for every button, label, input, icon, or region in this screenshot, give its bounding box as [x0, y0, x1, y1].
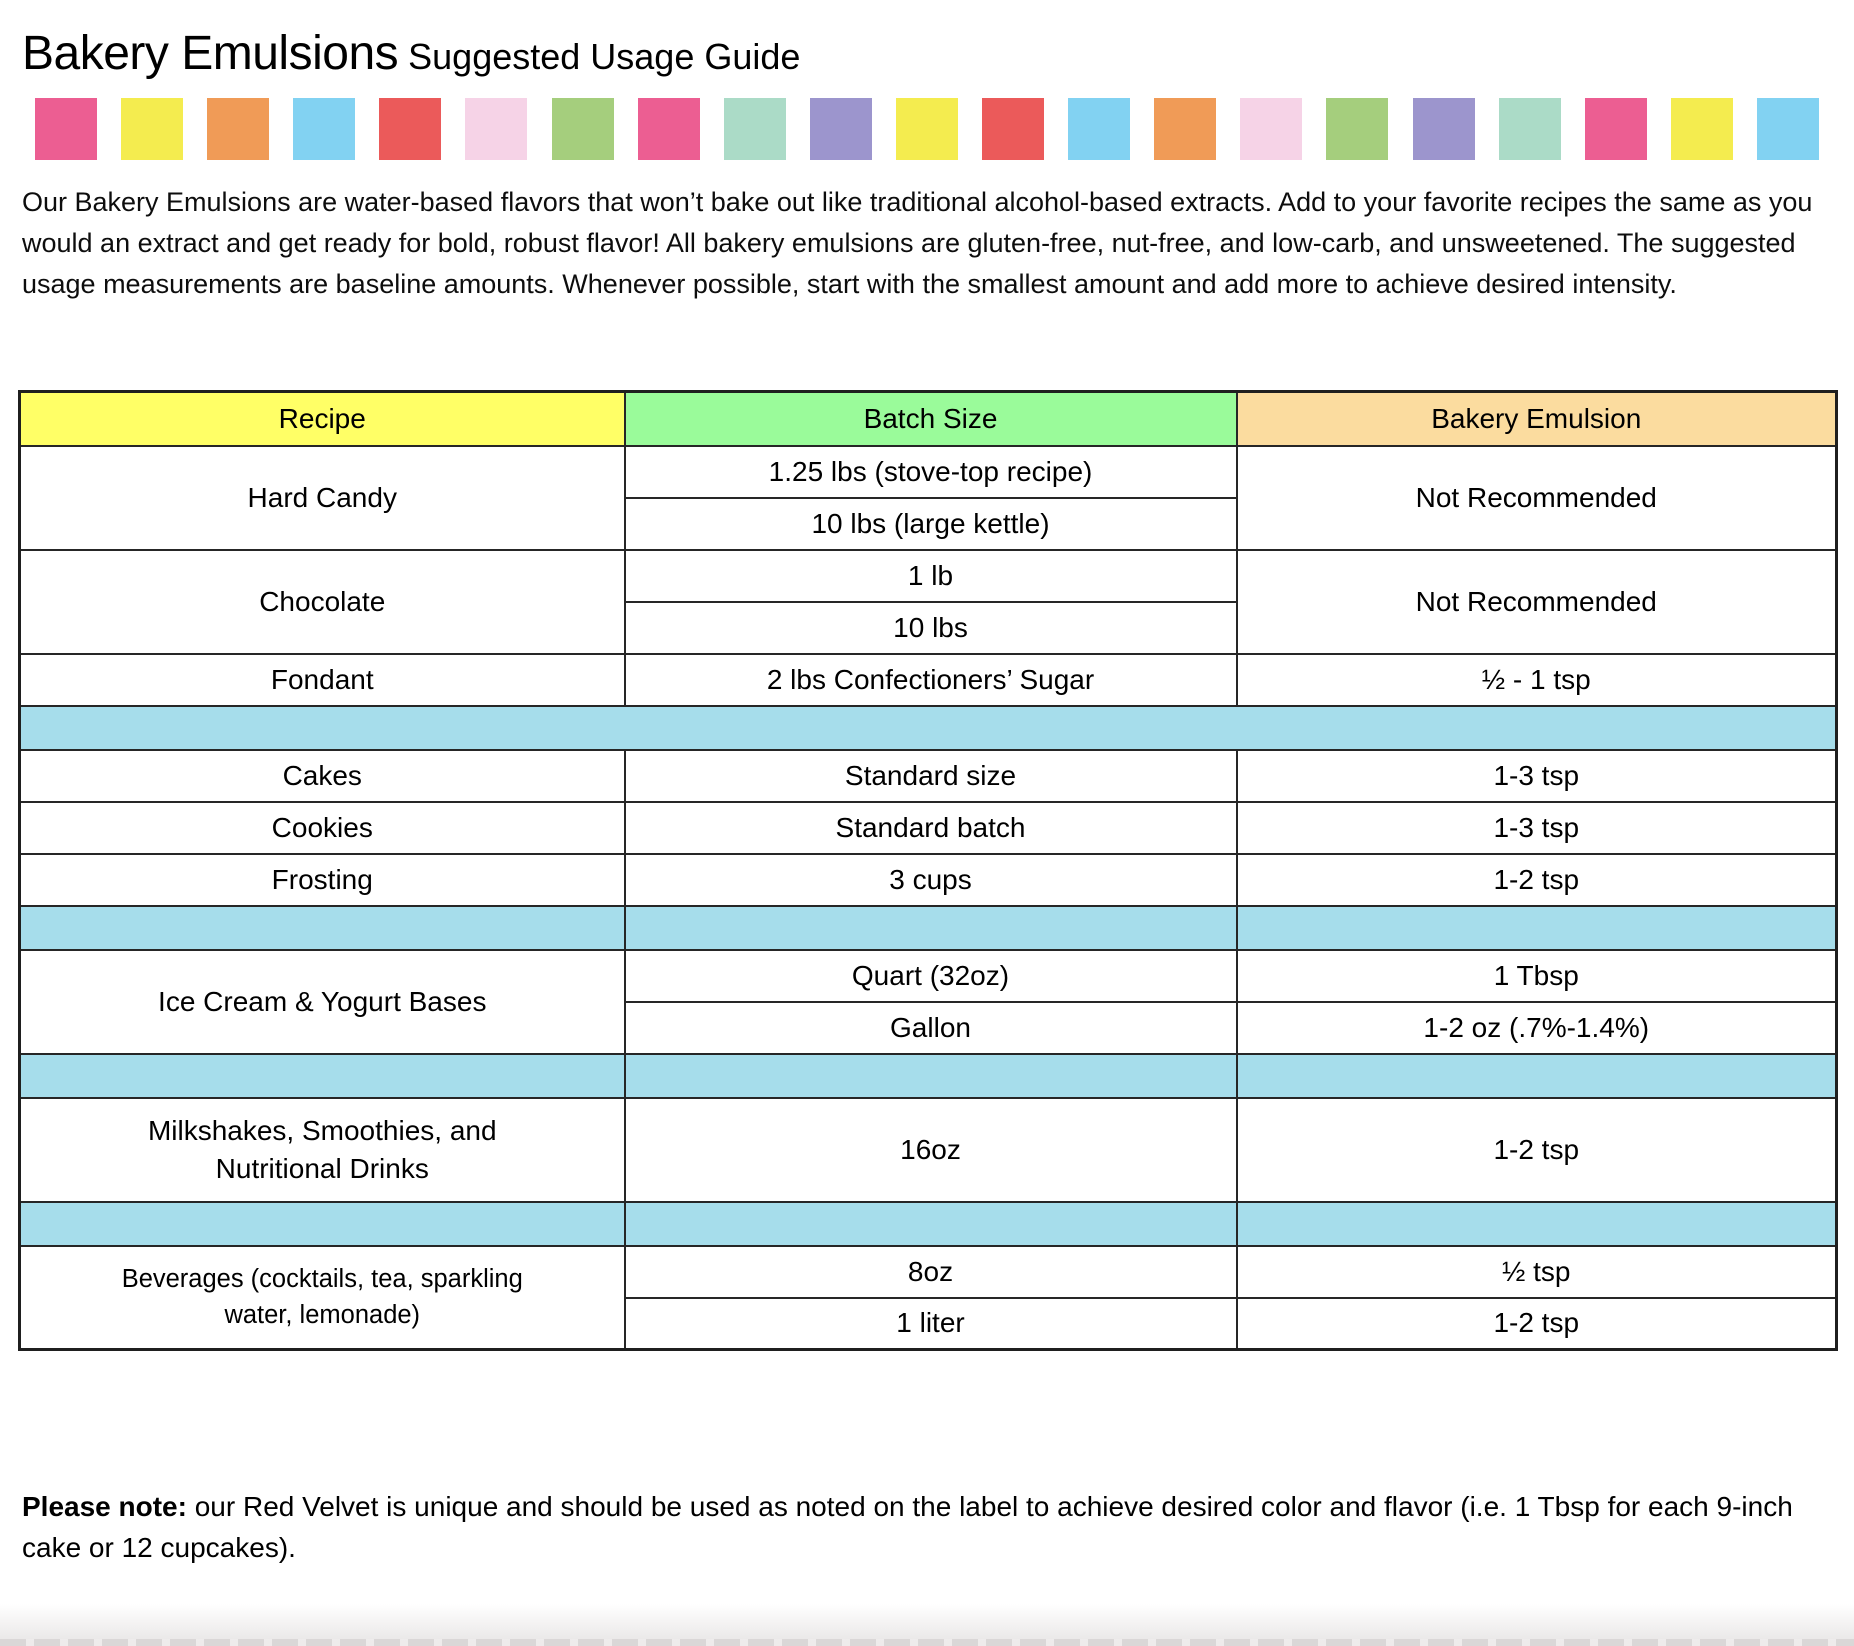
table-row-chocolate-2: 10 lbs	[20, 600, 1837, 655]
color-swatch	[1326, 98, 1389, 160]
cell-milkshakes-recipe: Milkshakes, Smoothies, and Nutritional D…	[18, 1096, 626, 1203]
color-swatch	[207, 98, 270, 160]
separator-row-3	[18, 1052, 1838, 1099]
table-row-ice-cream-1: Ice Cream & Yogurt Bases Quart (32oz) 1 …	[18, 948, 1838, 1055]
table-row-beverages-1: Beverages (cocktails, tea, sparkling wat…	[18, 1244, 1838, 1351]
cell-fondant-batch: 2 lbs Confectioners’ Sugar	[623, 652, 1238, 707]
color-swatch	[121, 98, 184, 160]
note-text: our Red Velvet is unique and should be u…	[22, 1491, 1793, 1563]
separator-cell	[623, 1052, 1238, 1099]
cell-ice-cream-batch-1: Quart (32oz)	[623, 948, 1238, 1003]
table-row-cookies: Cookies Standard batch 1-3 tsp	[18, 800, 1838, 855]
header-cell-recipe: Recipe	[18, 390, 626, 447]
cell-ice-cream-batch-2: Gallon	[623, 1000, 1238, 1055]
separator-cell	[18, 1052, 626, 1099]
color-swatch	[1154, 98, 1217, 160]
cell-hard-candy-batch-2: 10 lbs (large kettle)	[623, 496, 1238, 551]
table-row-beverages-2: 1 liter 1-2 tsp	[20, 1296, 1838, 1351]
intro-paragraph: Our Bakery Emulsions are water-based fla…	[22, 187, 1813, 299]
header-cell-bakery-emulsion: Bakery Emulsion	[1235, 390, 1838, 447]
title-main: Bakery Emulsions	[22, 27, 399, 80]
color-swatch	[379, 98, 442, 160]
page-title: Bakery Emulsions Suggested Usage Guide	[22, 0, 1832, 81]
cell-frosting-emulsion: 1-2 tsp	[1235, 852, 1838, 907]
usage-table: Recipe Batch Size Bakery Emulsion Hard C…	[18, 390, 1838, 1351]
cell-beverages-emulsion-1: ½ tsp	[1235, 1244, 1838, 1299]
cell-fondant-recipe: Fondant	[18, 652, 626, 707]
note-label: Please note:	[22, 1491, 187, 1522]
color-swatch	[35, 98, 97, 160]
header-cell-batch-size: Batch Size	[623, 390, 1238, 447]
cell-chocolate-recipe: Chocolate	[18, 548, 626, 655]
cell-cookies-batch: Standard batch	[623, 800, 1238, 855]
cell-chocolate-batch-2: 10 lbs	[623, 600, 1238, 655]
cell-chocolate-batch-1: 1 lb	[623, 548, 1238, 603]
cell-cookies-emulsion: 1-3 tsp	[1235, 800, 1838, 855]
color-swatch	[1412, 98, 1475, 160]
separator-cell	[1235, 904, 1838, 951]
cell-frosting-batch: 3 cups	[623, 852, 1238, 907]
separator-cell	[18, 704, 1838, 751]
separator-cell	[18, 904, 626, 951]
table-row-hard-candy-1: Hard Candy 1.25 lbs (stove-top recipe) N…	[18, 444, 1838, 551]
color-swatch	[465, 98, 528, 160]
cell-cakes-batch: Standard size	[623, 748, 1238, 803]
table-row-milkshakes: Milkshakes, Smoothies, and Nutritional D…	[18, 1096, 1838, 1203]
cell-milkshakes-emulsion: 1-2 tsp	[1235, 1096, 1838, 1203]
table-row-ice-cream-2: Gallon 1-2 oz (.7%-1.4%)	[20, 1000, 1838, 1055]
color-swatch	[551, 98, 614, 160]
separator-cell	[623, 1200, 1238, 1247]
table-header-row: Recipe Batch Size Bakery Emulsion	[18, 390, 1838, 447]
cell-hard-candy-emulsion: Not Recommended	[1235, 444, 1838, 551]
table-row-chocolate-1: Chocolate 1 lb Not Recommended	[18, 548, 1838, 655]
cell-milkshakes-batch: 16oz	[623, 1096, 1238, 1203]
separator-cell	[18, 1200, 626, 1247]
color-swatch	[809, 98, 872, 160]
color-swatch	[637, 98, 700, 160]
color-swatch	[1068, 98, 1131, 160]
cell-hard-candy-recipe: Hard Candy	[18, 444, 626, 551]
cell-beverages-batch-1: 8oz	[623, 1244, 1238, 1299]
color-swatch	[1756, 98, 1819, 160]
note-paragraph: Please note: our Red Velvet is unique an…	[22, 1486, 1828, 1568]
cell-beverages-batch-2: 1 liter	[623, 1296, 1238, 1351]
separator-row-4	[18, 1200, 1838, 1247]
separator-cell	[1235, 1052, 1838, 1099]
color-swatch	[982, 98, 1045, 160]
color-swatch	[293, 98, 356, 160]
cell-hard-candy-batch-1: 1.25 lbs (stove-top recipe)	[623, 444, 1238, 499]
page-bottom-edge	[0, 1604, 1854, 1646]
color-swatch	[895, 98, 958, 160]
cell-ice-cream-recipe: Ice Cream & Yogurt Bases	[18, 948, 626, 1055]
table-row-fondant: Fondant 2 lbs Confectioners’ Sugar ½ - 1…	[18, 652, 1838, 707]
color-swatch	[1498, 98, 1561, 160]
table-row-frosting: Frosting 3 cups 1-2 tsp	[18, 852, 1838, 907]
color-swatch	[1240, 98, 1303, 160]
cell-ice-cream-emulsion-2: 1-2 oz (.7%-1.4%)	[1235, 1000, 1838, 1055]
separator-row-1	[18, 704, 1838, 751]
color-swatch	[1670, 98, 1733, 160]
color-swatch	[723, 98, 786, 160]
cell-beverages-recipe: Beverages (cocktails, tea, sparkling wat…	[18, 1244, 626, 1351]
cell-chocolate-emulsion: Not Recommended	[1235, 548, 1838, 655]
cell-beverages-emulsion-2: 1-2 tsp	[1235, 1296, 1838, 1351]
separator-cell	[1235, 1200, 1838, 1247]
cell-frosting-recipe: Frosting	[18, 852, 626, 907]
cell-cakes-recipe: Cakes	[18, 748, 626, 803]
table-row-cakes: Cakes Standard size 1-3 tsp	[18, 748, 1838, 803]
separator-cell	[623, 904, 1238, 951]
title-sub: Suggested Usage Guide	[408, 36, 801, 77]
color-strip	[22, 98, 1832, 160]
separator-row-2	[18, 904, 1838, 951]
cell-ice-cream-emulsion-1: 1 Tbsp	[1235, 948, 1838, 1003]
table-row-hard-candy-2: 10 lbs (large kettle)	[20, 496, 1837, 551]
color-swatch	[1584, 98, 1647, 160]
cell-cookies-recipe: Cookies	[18, 800, 626, 855]
cell-cakes-emulsion: 1-3 tsp	[1235, 748, 1838, 803]
cell-fondant-emulsion: ½ - 1 tsp	[1235, 652, 1838, 707]
